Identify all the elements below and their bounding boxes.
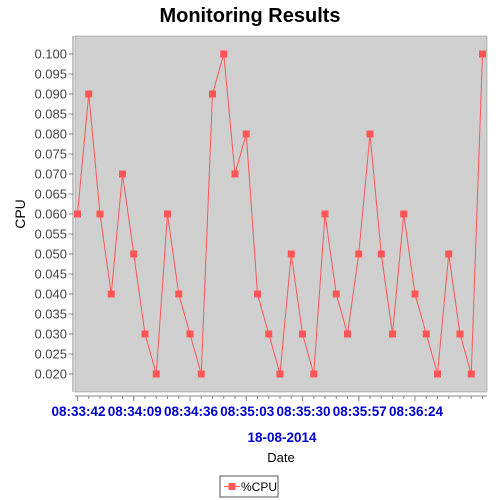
y-tick-label: 0.100 — [34, 47, 67, 62]
y-tick-label: 0.090 — [34, 87, 67, 102]
y-tick-label: 0.030 — [34, 327, 67, 342]
data-point — [175, 290, 183, 298]
data-point — [107, 290, 115, 298]
y-tick-label: 0.085 — [34, 107, 67, 122]
data-point — [321, 210, 329, 218]
y-tick-label: 0.075 — [34, 147, 67, 162]
data-point — [74, 210, 81, 218]
data-point — [265, 330, 273, 338]
legend-box — [219, 475, 279, 498]
legend-marker — [228, 483, 236, 490]
y-axis-label: CPU — [12, 199, 28, 229]
data-point — [254, 290, 261, 298]
data-point — [456, 330, 464, 338]
x-tick-label: 08:35:03 — [220, 404, 275, 419]
y-tick-label: 0.055 — [34, 227, 67, 242]
x-axis-label: Date — [267, 450, 294, 465]
data-point — [445, 250, 453, 258]
data-point — [152, 370, 160, 378]
data-point — [344, 330, 351, 338]
data-point — [231, 170, 239, 178]
legend: %CPU — [219, 475, 279, 498]
data-point — [186, 330, 194, 338]
data-point — [366, 130, 374, 138]
data-point — [85, 90, 93, 98]
data-point — [411, 290, 419, 298]
y-tick-label: 0.040 — [34, 287, 67, 302]
data-point — [119, 170, 126, 178]
x-axis: 08:33:42 08:34:09 08:34:36 08:35:03 08:35:30… — [51, 395, 487, 419]
data-point — [287, 250, 295, 258]
grid-lines — [75, 36, 487, 392]
x-tick-label: 08:35:57 — [333, 404, 387, 419]
y-tick-label: 0.070 — [34, 167, 67, 182]
data-point — [400, 210, 408, 218]
x-date-label: 18-08-2014 — [247, 430, 317, 445]
data-point — [389, 330, 396, 338]
y-tick-label: 0.025 — [34, 347, 67, 362]
data-point — [141, 330, 149, 338]
y-tick-label: 0.080 — [34, 127, 67, 142]
data-point — [96, 210, 104, 218]
data-point — [164, 210, 171, 218]
x-tick-label: 08:33:42 — [51, 404, 105, 419]
x-tick-label: 08:36:24 — [389, 404, 444, 419]
data-point — [310, 370, 318, 378]
x-tick-label: 08:34:36 — [164, 404, 219, 419]
y-tick-label: 0.060 — [34, 207, 67, 222]
series-cpu — [74, 50, 486, 378]
data-point — [276, 370, 284, 378]
y-tick-label: 0.095 — [34, 67, 67, 82]
legend-label: %CPU — [241, 480, 277, 494]
x-tick-label: 08:35:30 — [276, 404, 330, 419]
x-tick-label: 08:34:09 — [108, 404, 162, 419]
y-tick-label: 0.045 — [34, 267, 67, 282]
data-point — [209, 90, 216, 98]
data-point — [434, 370, 441, 378]
data-point — [242, 130, 250, 138]
data-point — [130, 250, 138, 258]
y-axis: 0.020 0.025 0.030 0.035 0.040 0.045 0.050 0.055… — [34, 36, 74, 392]
data-point — [479, 50, 486, 58]
y-tick-label: 0.020 — [34, 367, 67, 382]
data-point — [299, 330, 306, 338]
data-point — [220, 50, 228, 58]
y-tick-label: 0.035 — [34, 307, 67, 322]
chart-title: Monitoring Results — [159, 5, 340, 27]
y-tick-label: 0.050 — [34, 247, 67, 262]
y-tick-label: 0.065 — [34, 187, 67, 202]
data-point — [422, 330, 430, 338]
data-point — [467, 370, 475, 378]
data-point — [377, 250, 385, 258]
data-point — [332, 290, 340, 298]
data-point — [197, 370, 205, 378]
data-point — [355, 250, 363, 258]
